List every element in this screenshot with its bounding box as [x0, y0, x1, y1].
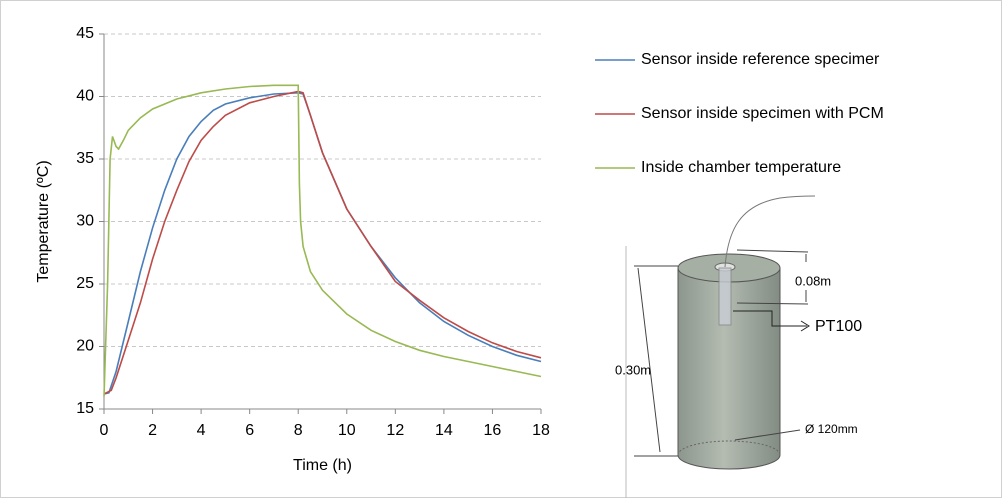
x-tick-label: 12 [386, 422, 404, 439]
legend-label: Inside chamber temperature [641, 159, 841, 176]
diagram-label: 0.30m [615, 362, 651, 377]
line [103, 90, 542, 395]
legend-label: Sensor inside specimen with PCM [641, 105, 884, 122]
y-tick-label: 45 [76, 25, 94, 42]
x-tick-label: 4 [197, 422, 206, 439]
pointer-head [800, 320, 810, 332]
diagram-label: 0.08m [795, 273, 831, 288]
dim-line [736, 249, 809, 253]
dim-line [734, 429, 801, 441]
y-axis-label: Temperature (ºC) [35, 160, 52, 282]
sensor [718, 267, 732, 326]
y-tick-label: 15 [76, 400, 94, 417]
dim-line [736, 302, 809, 305]
x-tick-label: 16 [484, 422, 502, 439]
line [103, 91, 542, 395]
line [103, 84, 542, 397]
y-tick-label: 20 [76, 338, 94, 355]
legend-label: Sensor inside reference specimer [641, 51, 880, 68]
cylinder-body [677, 267, 781, 470]
y-tick-label: 40 [76, 88, 94, 105]
x-axis-label: Time (h) [293, 457, 352, 474]
x-tick-label: 8 [294, 422, 303, 439]
diagram-label: Ø 120mm [805, 422, 858, 436]
y-tick-label: 35 [76, 150, 94, 167]
pointer [733, 310, 807, 327]
dim-line [637, 267, 661, 453]
y-tick-label: 30 [76, 213, 94, 230]
specimen-diagram [625, 195, 816, 498]
cylinder-back [677, 440, 781, 456]
diagram-label: PT100 [815, 318, 862, 335]
x-tick-label: 0 [100, 422, 109, 439]
x-tick-label: 6 [245, 422, 254, 439]
x-tick-label: 18 [532, 422, 550, 439]
y-tick-label: 25 [76, 275, 94, 292]
x-tick-label: 10 [338, 422, 356, 439]
x-tick-label: 14 [435, 422, 453, 439]
cable [724, 195, 816, 268]
x-tick-label: 2 [148, 422, 157, 439]
